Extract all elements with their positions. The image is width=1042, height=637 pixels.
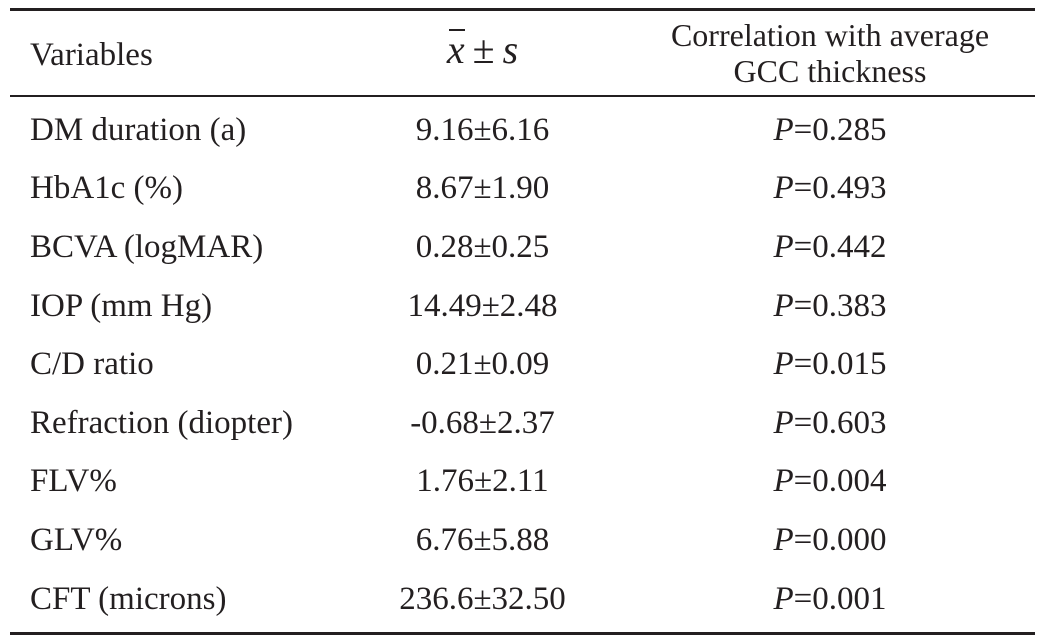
p-value: =0.285 <box>793 111 887 148</box>
table-body: DM duration (a) 9.16±6.16 P=0.285 HbA1c (%)… <box>10 97 1035 632</box>
table-row: Refraction (diopter) -0.68±2.37 P=0.603 <box>10 394 1035 453</box>
p-label: P <box>773 170 794 207</box>
cell-variable: HbA1c (%) <box>30 170 184 207</box>
cell-p-value: P=0.603 <box>625 405 1035 442</box>
top-rule <box>10 8 1035 11</box>
cell-p-value: P=0.001 <box>625 581 1035 618</box>
header-mean-symbol: x <box>446 26 465 72</box>
cell-variable: FLV% <box>30 463 117 500</box>
p-value: =0.493 <box>793 170 887 207</box>
table-row: HbA1c (%) 8.67±1.90 P=0.493 <box>10 160 1035 219</box>
cell-p-value: P=0.383 <box>625 288 1035 325</box>
p-value: =0.001 <box>793 580 887 617</box>
header-correlation-line1: Correlation with average <box>670 17 990 53</box>
cell-p-value: P=0.442 <box>625 229 1035 266</box>
p-label: P <box>773 404 794 441</box>
cell-mean-sd: 9.16±6.16 <box>415 111 550 148</box>
header-correlation: Correlation with average GCC thickness <box>625 17 1035 89</box>
cell-p-value: P=0.015 <box>625 346 1035 383</box>
header-variables: Variables <box>30 36 153 73</box>
bottom-rule <box>10 632 1035 636</box>
cell-variable: GLV% <box>30 521 123 558</box>
table-row: FLV% 1.76±2.11 P=0.004 <box>10 453 1035 512</box>
table-row: C/D ratio 0.21±0.09 P=0.015 <box>10 335 1035 394</box>
p-label: P <box>773 521 794 558</box>
p-value: =0.603 <box>793 404 887 441</box>
table-row: GLV% 6.76±5.88 P=0.000 <box>10 511 1035 570</box>
header-mean-sd: x ± s <box>340 26 625 77</box>
header-rule <box>10 95 1035 97</box>
cell-mean-sd: 236.6±32.50 <box>399 580 566 617</box>
cell-mean-sd: 0.21±0.09 <box>415 346 550 383</box>
data-table: Variables x ± s Correlation with average G… <box>10 8 1035 636</box>
cell-p-value: P=0.285 <box>625 112 1035 149</box>
p-label: P <box>773 228 794 265</box>
cell-variable: DM duration (a) <box>30 111 247 148</box>
cell-mean-sd: 14.49±2.48 <box>407 287 558 324</box>
cell-variable: C/D ratio <box>30 346 154 383</box>
table-row: IOP (mm Hg) 14.49±2.48 P=0.383 <box>10 277 1035 336</box>
cell-variable: BCVA (logMAR) <box>30 228 264 265</box>
p-label: P <box>773 346 794 383</box>
cell-mean-sd: 0.28±0.25 <box>415 228 550 265</box>
p-value: =0.000 <box>793 521 887 558</box>
header-correlation-line2: GCC thickness <box>733 53 927 89</box>
p-label: P <box>773 463 794 500</box>
table-row: DM duration (a) 9.16±6.16 P=0.285 <box>10 101 1035 160</box>
p-value: =0.442 <box>793 228 887 265</box>
cell-p-value: P=0.493 <box>625 170 1035 207</box>
p-label: P <box>773 580 794 617</box>
cell-mean-sd: 8.67±1.90 <box>415 170 550 207</box>
p-label: P <box>773 287 794 324</box>
table-row: CFT (microns) 236.6±32.50 P=0.001 <box>10 570 1035 629</box>
table-header: Variables x ± s Correlation with average G… <box>10 11 1035 95</box>
cell-variable: Refraction (diopter) <box>30 404 293 441</box>
cell-p-value: P=0.004 <box>625 463 1035 500</box>
cell-mean-sd: 6.76±5.88 <box>415 521 550 558</box>
cell-mean-sd: -0.68±2.37 <box>410 404 555 441</box>
cell-mean-sd: 1.76±2.11 <box>416 463 549 500</box>
p-label: P <box>773 111 794 148</box>
table-row: BCVA (logMAR) 0.28±0.25 P=0.442 <box>10 218 1035 277</box>
cell-variable: IOP (mm Hg) <box>30 287 213 324</box>
header-plus-minus: ± <box>472 26 495 72</box>
header-sd-symbol: s <box>502 26 519 72</box>
p-value: =0.004 <box>793 463 887 500</box>
p-value: =0.383 <box>793 287 887 324</box>
cell-p-value: P=0.000 <box>625 522 1035 559</box>
p-value: =0.015 <box>793 346 887 383</box>
cell-variable: CFT (microns) <box>30 580 227 617</box>
